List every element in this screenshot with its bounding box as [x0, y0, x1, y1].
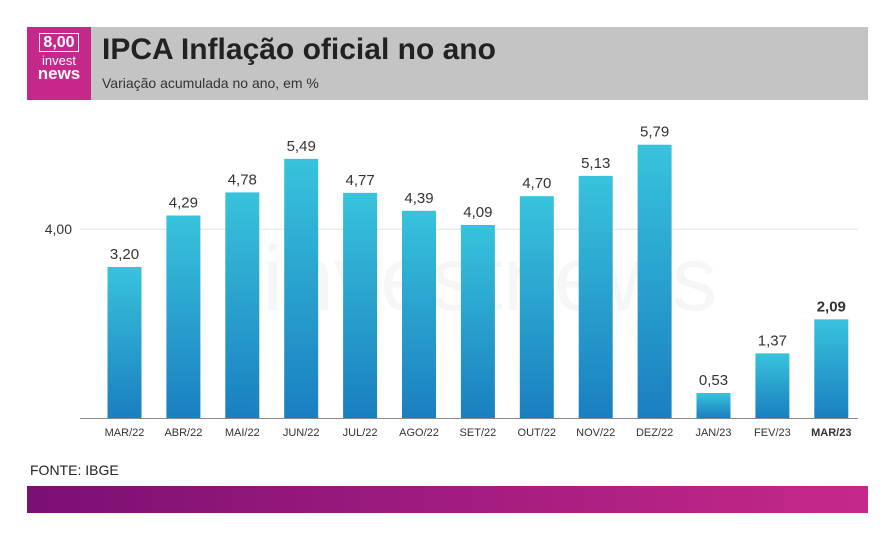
bar-value-label: 4,78 [228, 171, 257, 188]
chart-title: IPCA Inflação oficial no ano [102, 33, 496, 66]
bar-value-label: 0,53 [699, 372, 728, 389]
x-tick-label: NOV/22 [576, 427, 615, 439]
x-tick-label: SET/22 [460, 427, 497, 439]
bar-value-label: 4,39 [404, 190, 433, 207]
x-tick-label: JUN/22 [283, 427, 320, 439]
bar-jan-23 [696, 392, 731, 418]
bar-ago-22 [402, 210, 436, 418]
bar-mar-22 [107, 266, 142, 418]
logo-text-invest: invest [42, 53, 76, 68]
bar-nov-22 [578, 175, 613, 418]
bar-value-label: 4,77 [345, 172, 374, 189]
source-note: FONTE: IBGE [30, 462, 119, 478]
bar-value-label: 1,37 [758, 332, 787, 349]
bar-value-label: 5,79 [640, 124, 669, 141]
logo-text-news: news [37, 64, 81, 83]
x-tick-label: JUL/22 [343, 427, 378, 439]
bar-set-22 [460, 224, 495, 418]
bar-mai-22 [225, 192, 260, 418]
x-tick-label: JAN/23 [695, 427, 731, 439]
x-tick-label: MAI/22 [225, 427, 260, 439]
chart-subtitle: Variação acumulada no ano, em % [102, 75, 319, 91]
x-tick-label: MAR/23 [811, 427, 851, 439]
logo-value: 8,00 [39, 33, 79, 52]
x-tick-label: MAR/22 [105, 427, 145, 439]
bar-out-22 [519, 196, 554, 418]
footer-bar [27, 486, 868, 513]
bar-jun-22 [284, 158, 319, 418]
x-tick-label: DEZ/22 [636, 427, 673, 439]
y-tick-label: 4,00 [45, 221, 72, 237]
bar-value-label: 4,29 [169, 195, 198, 212]
investnews-logo: 8,00 invest news [27, 27, 91, 100]
bar-value-label: 4,70 [522, 175, 551, 192]
bar-jul-22 [343, 192, 378, 418]
bar-value-label: 2,09 [817, 298, 846, 315]
bar-dez-22 [637, 144, 672, 418]
bar-mar-23 [814, 319, 849, 418]
bar-value-label: 5,49 [287, 138, 316, 155]
bar-fev-23 [755, 353, 790, 418]
bar-value-label: 5,13 [581, 155, 610, 172]
bar-value-label: 4,09 [463, 204, 492, 221]
x-tick-label: OUT/22 [518, 427, 557, 439]
x-tick-label: FEV/23 [754, 427, 791, 439]
x-tick-label: ABR/22 [164, 427, 202, 439]
bar-value-label: 3,20 [110, 246, 139, 263]
bar-abr-22 [166, 215, 201, 418]
header: 8,00 invest news IPCA Inflação oficial n… [27, 27, 868, 100]
x-tick-label: AGO/22 [399, 427, 439, 439]
